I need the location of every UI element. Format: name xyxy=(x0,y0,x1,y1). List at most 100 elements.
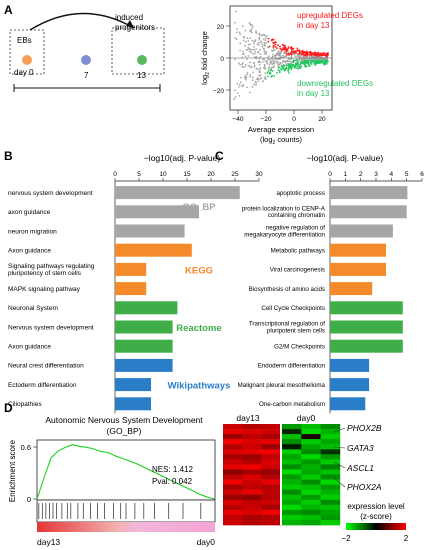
ma-point xyxy=(285,66,288,68)
heatmap-cell xyxy=(282,474,302,480)
ma-point xyxy=(268,67,270,70)
ma-point xyxy=(242,39,245,42)
ma-point xyxy=(263,63,266,66)
ma-point xyxy=(270,60,272,63)
ma-point xyxy=(244,29,247,32)
heatmap-cell xyxy=(320,494,341,501)
ma-point xyxy=(301,53,304,56)
heatmap-cell xyxy=(223,474,243,480)
x-tick-label: 6 xyxy=(420,171,424,178)
panel-b-term-labels: nervous system development axon guidance n… xyxy=(8,190,95,408)
heatmap-legend-max: 2 xyxy=(404,534,409,543)
ma-point xyxy=(245,76,248,78)
panel-letter-d: D xyxy=(4,401,13,415)
ma-point xyxy=(295,64,298,67)
gsea-x-start-label: day13 xyxy=(37,537,60,547)
ma-plot: 20 0 −20 −40 −20 0 20 log2 fold change A… xyxy=(200,5,373,146)
ma-point xyxy=(277,66,280,69)
ma-point xyxy=(294,64,296,67)
heatmap-cell xyxy=(282,514,302,521)
ma-point xyxy=(283,56,285,58)
term-label: Cell Cycle Checkpoints xyxy=(261,305,325,312)
gene-label: PHOX2B xyxy=(347,423,382,433)
ma-point xyxy=(324,54,327,57)
heatmap-cell xyxy=(320,454,341,460)
ma-point xyxy=(284,55,287,58)
heatmap-cell xyxy=(301,489,321,495)
x-tick-label: 15 xyxy=(183,171,191,178)
ma-point xyxy=(288,72,290,74)
ma-point xyxy=(311,53,313,56)
ma-point xyxy=(290,66,292,68)
ma-point xyxy=(299,55,302,58)
ma-point xyxy=(249,61,252,64)
ma-point xyxy=(284,44,286,47)
heatmap-cell xyxy=(320,444,341,450)
ma-point xyxy=(243,65,246,68)
ma-point xyxy=(239,33,242,36)
ma-point xyxy=(291,64,294,66)
ma-point xyxy=(287,60,290,63)
term-label: One-carbon metabolism xyxy=(259,401,325,408)
heatmap-cell xyxy=(282,494,302,501)
ma-point xyxy=(250,48,252,51)
ma-point xyxy=(309,63,312,65)
ma-point xyxy=(246,58,248,61)
group-label: Reactome xyxy=(176,323,221,334)
ma-point xyxy=(239,49,242,52)
bar xyxy=(115,301,178,315)
ma-point xyxy=(280,49,283,51)
ma-point xyxy=(252,48,255,51)
heatmap-cell xyxy=(223,479,243,485)
term-label: neuron migration xyxy=(8,228,57,235)
ma-point xyxy=(277,69,280,71)
ma-point xyxy=(277,58,280,61)
ma-point xyxy=(300,65,303,68)
ma-point xyxy=(287,69,289,72)
ma-point xyxy=(274,54,277,57)
ma-point xyxy=(270,75,273,78)
ma-point xyxy=(310,61,312,64)
bar xyxy=(330,397,366,411)
heatmap-cell xyxy=(320,474,341,480)
heatmap-cell xyxy=(282,499,302,506)
ma-point xyxy=(273,58,276,61)
ma-point xyxy=(244,75,247,77)
heatmap-cell xyxy=(223,509,243,516)
ma-point xyxy=(247,55,250,57)
bar xyxy=(330,339,403,353)
heatmap-cell xyxy=(223,434,243,440)
term-label: Nervous system development xyxy=(8,324,94,331)
timeline-arc xyxy=(29,12,135,31)
ma-point xyxy=(244,55,247,58)
ma-point xyxy=(279,47,282,50)
ma-point xyxy=(249,24,252,27)
heatmap-cell xyxy=(261,509,282,516)
ma-point xyxy=(254,80,257,83)
ma-point xyxy=(271,50,274,52)
ma-point xyxy=(247,43,250,46)
heatmap-cell xyxy=(242,434,262,440)
ma-point xyxy=(322,62,324,64)
gene-label: PHOX2A xyxy=(347,482,382,492)
ma-point xyxy=(315,52,318,54)
ma-point xyxy=(276,58,278,60)
ma-point xyxy=(244,76,246,79)
heatmap-cell xyxy=(261,479,282,485)
ma-point xyxy=(271,70,274,72)
x-tick-label: 0 xyxy=(328,171,332,178)
ma-point xyxy=(271,66,273,69)
ma-point xyxy=(302,51,305,53)
ma-point xyxy=(254,40,257,42)
ma-point xyxy=(326,59,329,62)
bar xyxy=(330,358,370,372)
heatmap-cell xyxy=(301,449,321,455)
heatmap-cell xyxy=(282,439,302,445)
ma-point xyxy=(263,34,266,37)
heatmap-cell xyxy=(282,459,302,465)
x-tick-label: 3 xyxy=(374,171,378,178)
ma-point xyxy=(286,59,289,62)
ma-point xyxy=(314,64,317,66)
ma-point xyxy=(259,71,261,74)
heatmap-cell xyxy=(242,489,262,495)
